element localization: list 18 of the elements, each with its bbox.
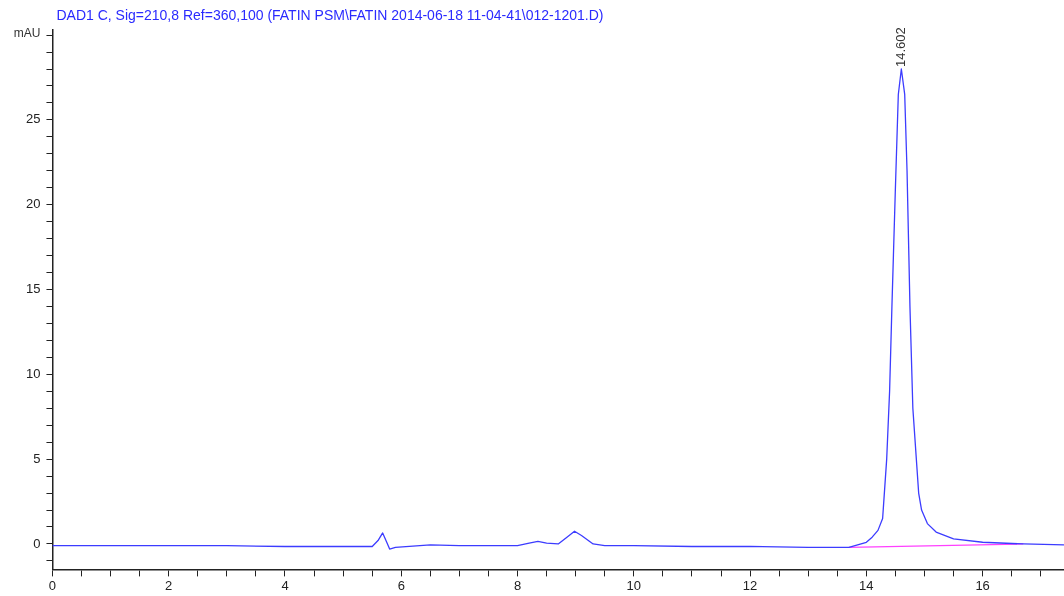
y-tick-label: 15 (25, 281, 41, 297)
x-tick-label: 4 (281, 577, 289, 593)
annotation: 14.602 (892, 27, 908, 68)
y-tick-label: 25 (25, 111, 41, 127)
y-axis-title: mAU (13, 26, 41, 41)
x-tick-label: 8 (513, 577, 522, 593)
y-tick-label: 10 (25, 365, 41, 381)
y-tick-label: 20 (25, 196, 41, 212)
x-tick-label: 2 (165, 577, 173, 593)
x-tick-label: 10 (626, 577, 642, 593)
x-tick-label: 6 (397, 577, 405, 593)
y-tick-label: 0 (33, 535, 41, 551)
y-tick-label: 5 (33, 450, 41, 466)
x-tick-label: 16 (975, 577, 990, 593)
x-tick-label: 12 (742, 577, 758, 593)
x-tick-label: 14 (859, 577, 874, 593)
chart-title: DAD1 C, Sig=210,8 Ref=360,100 (FATIN PSM\FATIN 2014-06-18 11-04-41\012-1201.D) (56, 6, 604, 23)
x-tick-label: 0 (48, 577, 57, 593)
